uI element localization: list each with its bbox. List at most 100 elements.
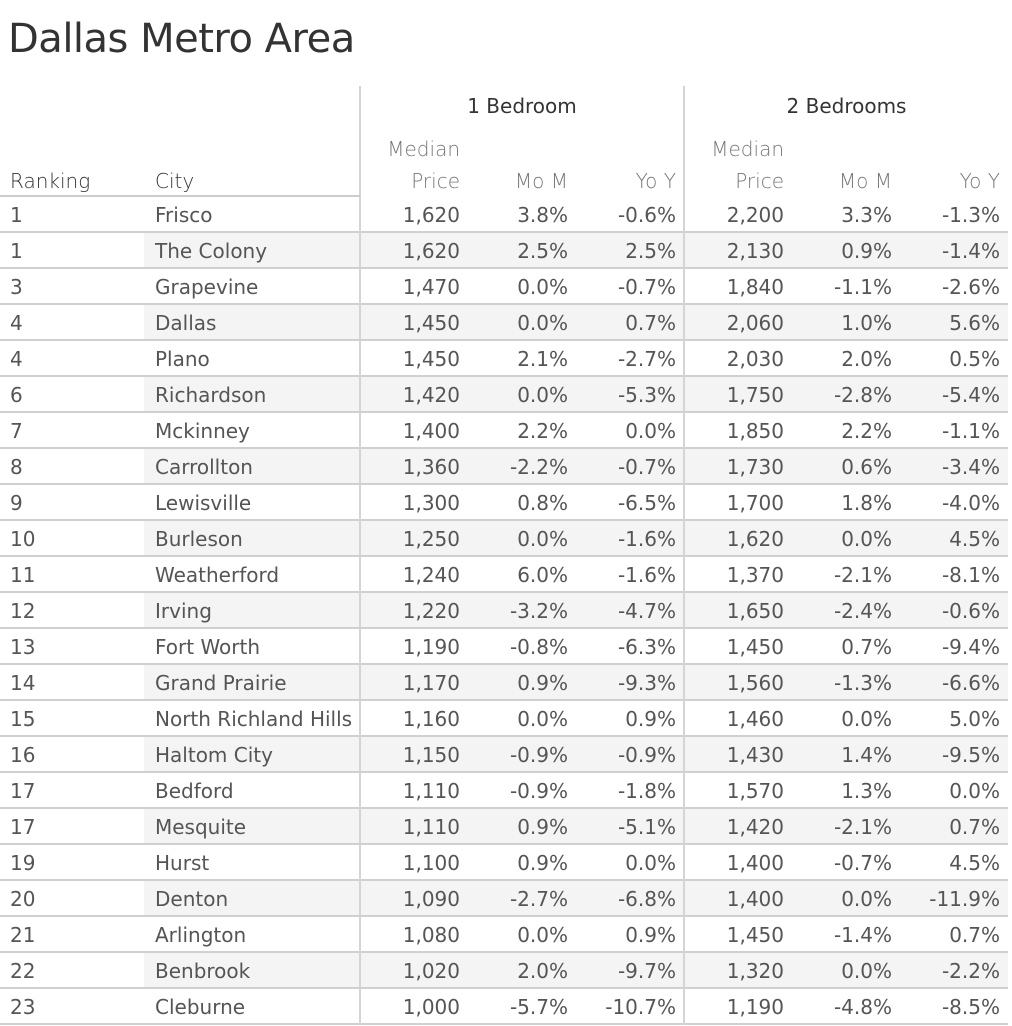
cell-mom-2br: 0.9% bbox=[841, 239, 892, 263]
column-divider bbox=[359, 629, 361, 665]
cell-median-price-2br: 1,420 bbox=[726, 815, 784, 839]
table-row[interactable]: 22 Benbrook 1,020 2.0% -9.7% 1,320 0.0% … bbox=[0, 953, 1008, 989]
column-divider bbox=[683, 629, 685, 665]
cell-yoy-1br: 0.9% bbox=[625, 923, 676, 947]
cell-mom-2br: 0.0% bbox=[841, 527, 892, 551]
column-divider bbox=[683, 593, 685, 629]
cell-yoy-2br: 5.0% bbox=[949, 707, 1000, 731]
table-row[interactable]: 1 Frisco 1,620 3.8% -0.6% 2,200 3.3% -1.… bbox=[0, 197, 1008, 233]
cell-median-price-2br: 1,190 bbox=[726, 995, 784, 1019]
table-row[interactable]: 20 Denton 1,090 -2.7% -6.8% 1,400 0.0% -… bbox=[0, 881, 1008, 917]
cell-city: Fort Worth bbox=[155, 635, 261, 659]
cell-median-price-2br: 1,430 bbox=[726, 743, 784, 767]
table-row[interactable]: 7 Mckinney 1,400 2.2% 0.0% 1,850 2.2% -1… bbox=[0, 413, 1008, 449]
cell-ranking: 14 bbox=[10, 671, 36, 695]
cell-median-price-1br: 1,110 bbox=[402, 815, 460, 839]
cell-mom-1br: 3.8% bbox=[517, 203, 568, 227]
cell-median-price-2br: 2,130 bbox=[726, 239, 784, 263]
cell-median-price-2br: 1,400 bbox=[726, 851, 784, 875]
table-row[interactable]: 6 Richardson 1,420 0.0% -5.3% 1,750 -2.8… bbox=[0, 377, 1008, 413]
cell-ranking: 4 bbox=[10, 347, 23, 371]
cell-mom-2br: 0.6% bbox=[841, 455, 892, 479]
cell-median-price-1br: 1,240 bbox=[402, 563, 460, 587]
column-divider bbox=[359, 593, 361, 629]
cell-mom-1br: -2.2% bbox=[509, 455, 568, 479]
cell-yoy-1br: -4.7% bbox=[617, 599, 676, 623]
table-row[interactable]: 10 Burleson 1,250 0.0% -1.6% 1,620 0.0% … bbox=[0, 521, 1008, 557]
cell-yoy-2br: -6.6% bbox=[941, 671, 1000, 695]
cell-city: Arlington bbox=[155, 923, 247, 947]
cell-city: Grapevine bbox=[155, 275, 259, 299]
column-divider bbox=[683, 665, 685, 701]
cell-ranking: 7 bbox=[10, 419, 23, 443]
cell-city: Irving bbox=[155, 599, 212, 623]
table-row[interactable]: 4 Plano 1,450 2.1% -2.7% 2,030 2.0% 0.5% bbox=[0, 341, 1008, 377]
cell-yoy-1br: -1.6% bbox=[617, 563, 676, 587]
table-row[interactable]: 23 Cleburne 1,000 -5.7% -10.7% 1,190 -4.… bbox=[0, 989, 1008, 1025]
table-row[interactable]: 1 The Colony 1,620 2.5% 2.5% 2,130 0.9% … bbox=[0, 233, 1008, 269]
cell-median-price-2br: 1,450 bbox=[726, 923, 784, 947]
cell-yoy-2br: -1.3% bbox=[941, 203, 1000, 227]
column-divider bbox=[683, 809, 685, 845]
column-divider bbox=[683, 557, 685, 593]
column-divider bbox=[359, 737, 361, 773]
header-median-1br-line1: Median bbox=[387, 137, 460, 161]
table-row[interactable]: 19 Hurst 1,100 0.9% 0.0% 1,400 -0.7% 4.5… bbox=[0, 845, 1008, 881]
cell-ranking: 22 bbox=[10, 959, 36, 983]
header-median-1br-line2[interactable]: Price bbox=[411, 169, 460, 193]
cell-yoy-2br: 0.0% bbox=[949, 779, 1000, 803]
table-row[interactable]: 12 Irving 1,220 -3.2% -4.7% 1,650 -2.4% … bbox=[0, 593, 1008, 629]
table-row[interactable]: 11 Weatherford 1,240 6.0% -1.6% 1,370 -2… bbox=[0, 557, 1008, 593]
cell-city: Frisco bbox=[155, 203, 213, 227]
table-row[interactable]: 16 Haltom City 1,150 -0.9% -0.9% 1,430 1… bbox=[0, 737, 1008, 773]
cell-median-price-1br: 1,110 bbox=[402, 779, 460, 803]
column-divider bbox=[683, 989, 685, 1025]
cell-yoy-1br: -6.3% bbox=[617, 635, 676, 659]
cell-mom-1br: 0.9% bbox=[517, 851, 568, 875]
cell-city: Burleson bbox=[155, 527, 243, 551]
table-row[interactable]: 8 Carrollton 1,360 -2.2% -0.7% 1,730 0.6… bbox=[0, 449, 1008, 485]
cell-city: Mckinney bbox=[155, 419, 250, 443]
cell-mom-2br: -2.4% bbox=[833, 599, 892, 623]
cell-ranking: 15 bbox=[10, 707, 36, 731]
row-band bbox=[144, 305, 1008, 339]
row-band bbox=[144, 449, 1008, 483]
cell-mom-1br: 2.1% bbox=[517, 347, 568, 371]
row-band bbox=[144, 593, 1008, 627]
cell-mom-2br: -1.1% bbox=[833, 275, 892, 299]
cell-mom-2br: 1.8% bbox=[841, 491, 892, 515]
cell-median-price-1br: 1,250 bbox=[402, 527, 460, 551]
row-band bbox=[144, 953, 1008, 987]
cell-mom-2br: -4.8% bbox=[833, 995, 892, 1019]
header-mom-1br[interactable]: Mo M bbox=[514, 169, 568, 193]
cell-ranking: 1 bbox=[10, 239, 23, 263]
cell-mom-2br: 0.0% bbox=[841, 887, 892, 911]
cell-yoy-1br: -1.8% bbox=[617, 779, 676, 803]
table-row[interactable]: 9 Lewisville 1,300 0.8% -6.5% 1,700 1.8%… bbox=[0, 485, 1008, 521]
header-ranking[interactable]: Ranking bbox=[10, 169, 91, 193]
cell-city: Grand Prairie bbox=[155, 671, 287, 695]
cell-ranking: 17 bbox=[10, 815, 36, 839]
cell-median-price-1br: 1,020 bbox=[402, 959, 460, 983]
cell-yoy-2br: 4.5% bbox=[949, 851, 1000, 875]
table-row[interactable]: 21 Arlington 1,080 0.0% 0.9% 1,450 -1.4%… bbox=[0, 917, 1008, 953]
cell-median-price-2br: 2,030 bbox=[726, 347, 784, 371]
header-yoy-1br[interactable]: Yo Y bbox=[635, 169, 676, 193]
header-city[interactable]: City bbox=[155, 169, 195, 193]
table-row[interactable]: 14 Grand Prairie 1,170 0.9% -9.3% 1,560 … bbox=[0, 665, 1008, 701]
cell-mom-2br: -0.7% bbox=[833, 851, 892, 875]
table-row[interactable]: 4 Dallas 1,450 0.0% 0.7% 2,060 1.0% 5.6% bbox=[0, 305, 1008, 341]
cell-city: Weatherford bbox=[155, 563, 280, 587]
table-row[interactable]: 3 Grapevine 1,470 0.0% -0.7% 1,840 -1.1%… bbox=[0, 269, 1008, 305]
header-median-2br-line2[interactable]: Price bbox=[735, 169, 784, 193]
table-row[interactable]: 17 Bedford 1,110 -0.9% -1.8% 1,570 1.3% … bbox=[0, 773, 1008, 809]
cell-median-price-1br: 1,470 bbox=[402, 275, 460, 299]
table-row[interactable]: 15 North Richland Hills 1,160 0.0% 0.9% … bbox=[0, 701, 1008, 737]
header-yoy-2br[interactable]: Yo Y bbox=[959, 169, 1000, 193]
cell-median-price-1br: 1,190 bbox=[402, 635, 460, 659]
table-row[interactable]: 17 Mesquite 1,110 0.9% -5.1% 1,420 -2.1%… bbox=[0, 809, 1008, 845]
column-divider bbox=[359, 521, 361, 557]
header-mom-2br[interactable]: Mo M bbox=[838, 169, 892, 193]
table-row[interactable]: 13 Fort Worth 1,190 -0.8% -6.3% 1,450 0.… bbox=[0, 629, 1008, 665]
column-divider bbox=[683, 341, 685, 377]
